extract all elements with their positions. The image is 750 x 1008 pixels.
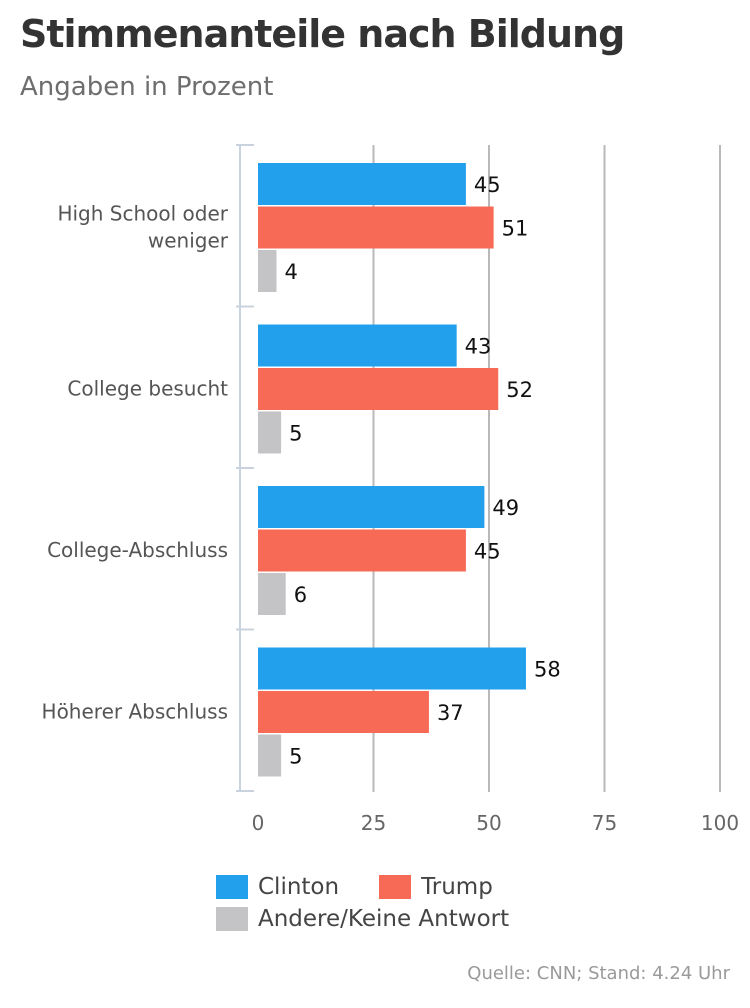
chart-subtitle: Angaben in Prozent <box>20 72 274 102</box>
category-label: College-Abschluss <box>47 538 228 562</box>
data-label: 45 <box>474 173 501 197</box>
bar-andere-keine-antwort-2 <box>258 573 286 615</box>
data-label: 58 <box>534 658 561 682</box>
category-label: Höherer Abschluss <box>42 699 228 723</box>
bar-trump-1 <box>258 368 499 410</box>
category-label: College besucht <box>67 376 228 400</box>
legend-item-andere: Andere/Keine Antwort <box>216 906 509 932</box>
bar-clinton-3 <box>258 647 526 690</box>
legend-item-clinton: Clinton <box>216 874 339 900</box>
bar-andere-keine-antwort-3 <box>258 734 282 777</box>
source-note: Quelle: CNN; Stand: 4.24 Uhr <box>467 963 730 984</box>
legend-swatch-andere <box>216 907 248 931</box>
x-tick-label: 0 <box>252 811 265 835</box>
legend-label-andere: Andere/Keine Antwort <box>258 906 510 932</box>
bar-clinton-1 <box>258 324 457 367</box>
bar-andere-keine-antwort-1 <box>258 411 282 454</box>
x-tick-label: 75 <box>592 811 617 835</box>
bar-trump-3 <box>258 691 429 733</box>
legend-item-trump: Trump <box>379 874 493 900</box>
data-label: 52 <box>506 378 533 402</box>
data-label: 45 <box>474 540 501 564</box>
bar-andere-keine-antwort-0 <box>258 250 277 292</box>
data-label: 5 <box>289 745 302 769</box>
bar-clinton-0 <box>258 163 466 205</box>
legend-swatch-clinton <box>216 875 248 899</box>
bar-trump-2 <box>258 529 466 572</box>
x-tick-label: 25 <box>361 811 386 835</box>
legend-label-clinton: Clinton <box>258 874 340 900</box>
data-label: 4 <box>284 260 297 284</box>
data-label: 5 <box>289 422 302 446</box>
chart-title: Stimmenanteile nach Bildung <box>20 12 625 56</box>
legend: Clinton Trump Andere/Keine Antwort <box>216 872 636 936</box>
category-label: weniger <box>148 228 229 252</box>
data-label: 6 <box>294 583 307 607</box>
bar-trump-0 <box>258 206 494 249</box>
x-tick-label: 100 <box>701 811 739 835</box>
data-label: 51 <box>502 217 529 241</box>
bar-clinton-2 <box>258 486 485 528</box>
data-label: 43 <box>465 335 492 359</box>
data-label: 49 <box>492 496 519 520</box>
data-label: 37 <box>437 701 464 725</box>
legend-label-trump: Trump <box>421 874 493 900</box>
legend-swatch-trump <box>379 875 412 899</box>
category-label: High School oder <box>57 201 228 225</box>
x-tick-label: 50 <box>476 811 501 835</box>
